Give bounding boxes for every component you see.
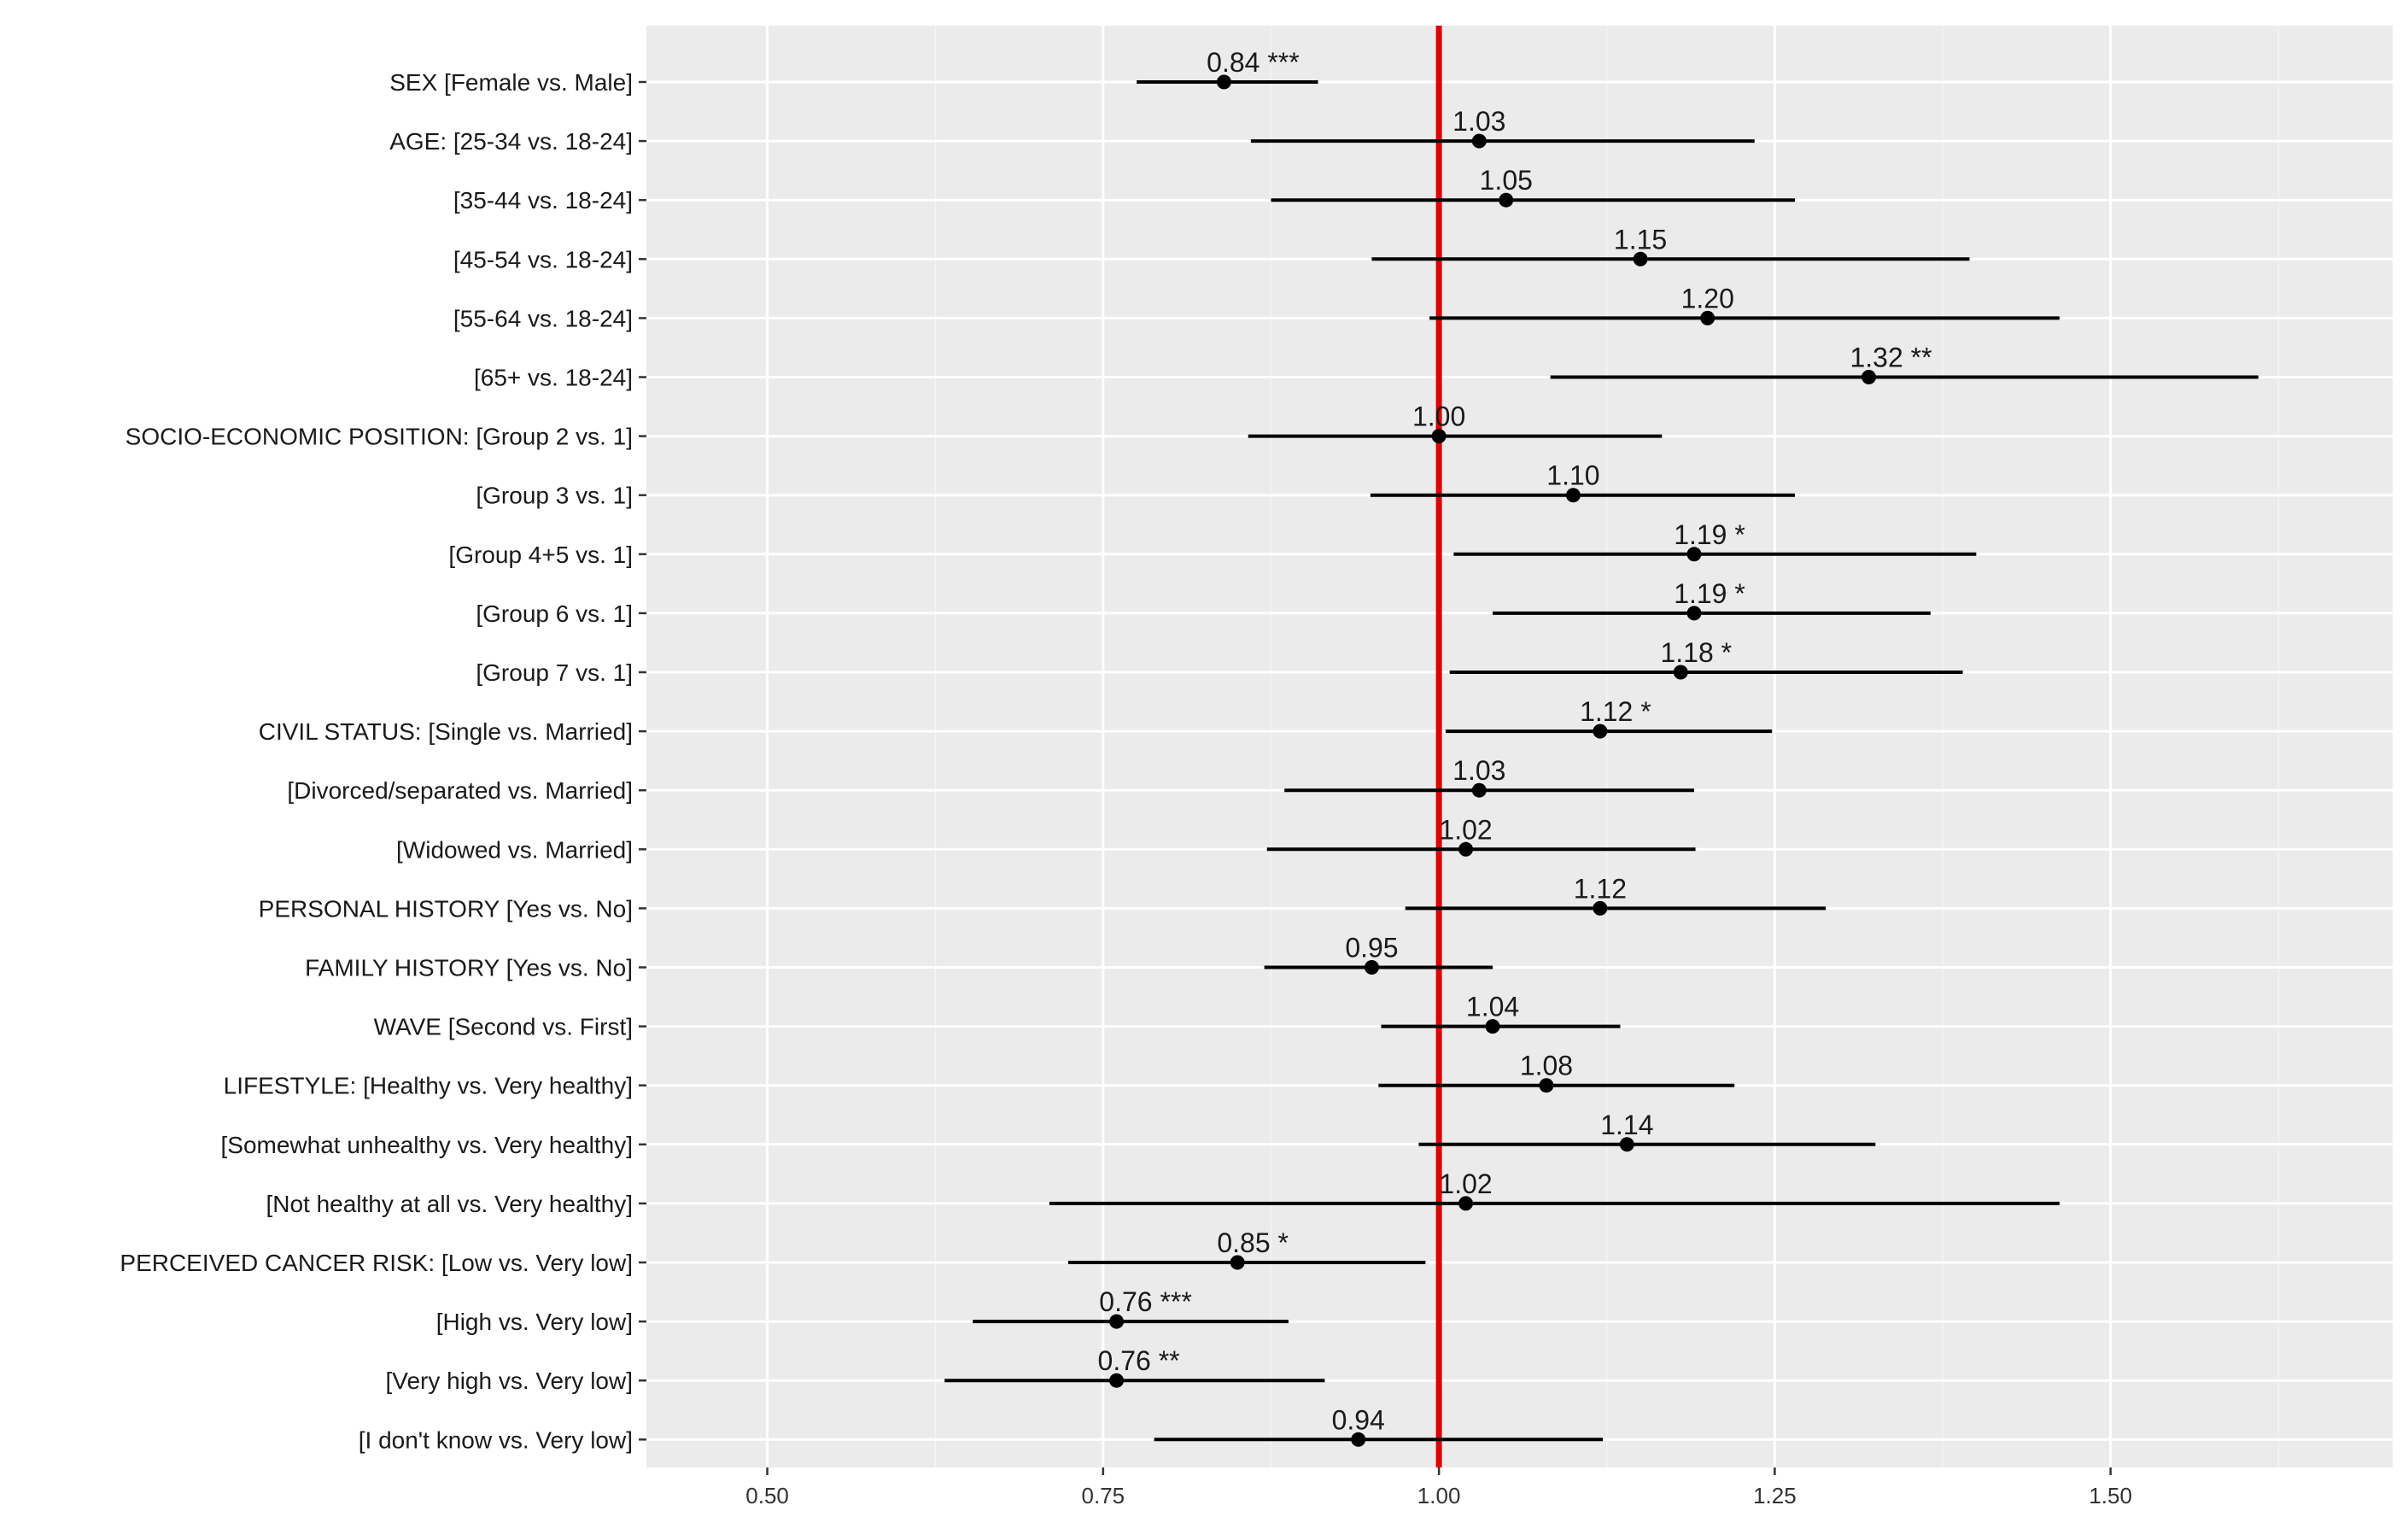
data-label: 0.84 *** [1207, 47, 1300, 78]
data-label: 0.85 * [1217, 1227, 1289, 1258]
y-axis-label: PERCEIVED CANCER RISK: [Low vs. Very low… [120, 1250, 633, 1276]
point-estimate [1431, 429, 1447, 444]
point-estimate [1351, 1432, 1366, 1447]
y-axis-label: [Somewhat unhealthy vs. Very healthy] [221, 1132, 634, 1158]
data-label: 1.32 ** [1850, 343, 1932, 373]
point-estimate [1471, 133, 1487, 149]
y-axis-label: [Divorced/separated vs. Married] [287, 777, 633, 804]
y-axis-label: [Very high vs. Very low] [386, 1368, 633, 1394]
data-label: 1.18 * [1660, 637, 1732, 668]
y-axis-label: [35-44 vs. 18-24] [453, 187, 633, 214]
x-tick-label: 1.25 [1753, 1483, 1797, 1508]
y-axis-label: SOCIO-ECONOMIC POSITION: [Group 2 vs. 1] [126, 424, 633, 450]
y-axis-label: CIVIL STATUS: [Single vs. Married] [259, 718, 633, 745]
point-estimate [1216, 74, 1231, 90]
y-axis-label: [55-64 vs. 18-24] [453, 305, 633, 331]
y-axis-label: [Group 6 vs. 1] [476, 600, 633, 627]
point-estimate [1364, 960, 1379, 975]
y-axis-label: [High vs. Very low] [436, 1309, 633, 1335]
data-label: 1.03 [1452, 755, 1505, 786]
y-axis-label: [45-54 vs. 18-24] [453, 246, 633, 272]
y-axis-label: [Widowed vs. Married] [396, 836, 633, 863]
y-axis-label: LIFESTYLE: [Healthy vs. Very healthy] [224, 1073, 633, 1099]
point-estimate [1700, 310, 1715, 325]
y-axis-label: SEX [Female vs. Male] [389, 69, 633, 96]
point-estimate [1539, 1078, 1554, 1093]
y-axis-label: AGE: [25-34 vs. 18-24] [389, 128, 633, 155]
y-axis-label: [Group 3 vs. 1] [476, 483, 633, 509]
point-estimate [1499, 192, 1514, 208]
data-label: 1.02 [1439, 814, 1492, 845]
y-axis-label: [Group 4+5 vs. 1] [448, 542, 633, 568]
data-label: 1.05 [1480, 165, 1533, 196]
data-label: 1.03 [1452, 106, 1505, 137]
data-label: 0.95 [1345, 933, 1398, 964]
x-tick-label: 0.75 [1082, 1483, 1125, 1508]
data-label: 1.02 [1439, 1168, 1492, 1199]
point-estimate [1230, 1255, 1245, 1270]
point-estimate [1109, 1373, 1125, 1388]
point-estimate [1686, 606, 1702, 621]
data-label: 0.76 *** [1099, 1286, 1192, 1317]
point-estimate [1593, 900, 1608, 916]
point-estimate [1862, 370, 1876, 384]
y-axis-label: FAMILY HISTORY [Yes vs. No] [305, 955, 633, 981]
point-estimate [1565, 488, 1581, 503]
data-label: 1.14 [1600, 1110, 1653, 1140]
data-label: 1.20 [1681, 283, 1734, 313]
data-label: 1.12 * [1580, 696, 1651, 727]
data-label: 1.12 [1574, 873, 1627, 904]
data-label: 1.19 * [1674, 519, 1745, 550]
data-label: 0.94 [1332, 1404, 1385, 1435]
point-estimate [1485, 1019, 1500, 1034]
data-label: 1.10 [1546, 460, 1599, 491]
y-axis-label: [Group 7 vs. 1] [476, 659, 633, 686]
plot-panel [646, 26, 2393, 1467]
point-estimate [1633, 251, 1648, 266]
data-label: 1.04 [1466, 992, 1519, 1022]
y-axis-label: PERSONAL HISTORY [Yes vs. No] [259, 895, 633, 922]
point-estimate [1673, 665, 1688, 680]
point-estimate [1686, 547, 1702, 562]
y-axis-label: [Not healthy at all vs. Very healthy] [266, 1191, 633, 1217]
y-axis-label: WAVE [Second vs. First] [374, 1014, 633, 1040]
point-estimate [1109, 1314, 1125, 1329]
point-estimate [1619, 1137, 1634, 1152]
x-tick-label: 1.00 [1417, 1483, 1461, 1508]
point-estimate [1458, 1196, 1474, 1211]
data-label: 0.76 ** [1098, 1345, 1180, 1376]
point-estimate [1458, 841, 1474, 857]
data-label: 1.15 [1614, 224, 1667, 255]
data-label: 1.00 [1412, 401, 1465, 432]
data-label: 1.08 [1520, 1051, 1573, 1081]
data-label: 1.19 * [1674, 578, 1745, 609]
x-tick-label: 1.50 [2089, 1483, 2132, 1508]
y-axis-label: [I don't know vs. Very low] [359, 1426, 633, 1453]
y-axis-label: [65+ vs. 18-24] [474, 365, 633, 391]
point-estimate [1471, 782, 1487, 798]
x-tick-label: 0.50 [745, 1483, 789, 1508]
point-estimate [1593, 723, 1608, 739]
